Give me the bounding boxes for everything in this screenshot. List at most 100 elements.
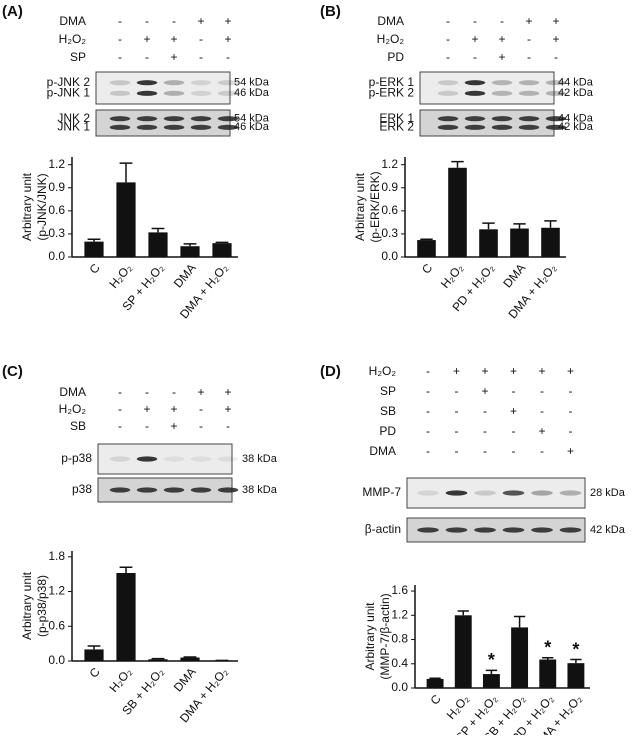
treatment-sign: + <box>510 404 517 418</box>
treatment-sign: - <box>145 419 149 433</box>
x-tick-label: C <box>428 692 445 708</box>
treatment-sign: - <box>455 444 459 458</box>
blot-band <box>136 124 158 130</box>
blot-size: 42 kDa <box>558 87 594 99</box>
blot <box>419 71 555 105</box>
treatment-sign: - <box>540 444 544 458</box>
error-bar <box>485 669 498 675</box>
treatment-sign: - <box>512 444 516 458</box>
blot-label: MMP-7 <box>362 485 401 499</box>
panel: (D) H₂O₂ - + + + + + SP - - + - - - SB - - - + - - PD - - - - + - DMA… <box>320 363 626 740</box>
error-bar <box>420 238 433 241</box>
blot-band <box>464 124 486 130</box>
blot-band <box>136 487 158 493</box>
blot-band <box>190 456 212 462</box>
blot-band <box>190 116 212 122</box>
blot-band <box>531 527 553 533</box>
bar <box>448 167 467 257</box>
x-tick-label: C <box>86 665 103 681</box>
blot-band <box>163 80 185 86</box>
bar <box>567 663 585 688</box>
error-bar <box>570 658 582 664</box>
treatment-sign: + <box>453 364 460 378</box>
treatment-sign: - <box>226 50 230 64</box>
blot-band <box>190 487 212 493</box>
treatment-sign: - <box>426 384 430 398</box>
bar <box>541 227 560 257</box>
blot-band <box>217 456 239 462</box>
bar <box>84 241 104 257</box>
y-tick-label: 0.9 <box>48 180 65 194</box>
bar <box>84 649 104 661</box>
treatment-sign: + <box>498 50 505 64</box>
treatment-sign: - <box>473 50 477 64</box>
treatment-sign: + <box>170 50 177 64</box>
bar <box>212 243 232 257</box>
y-axis-label: Arbitrary unit <box>20 571 34 640</box>
blot-label: ERK 2 <box>379 120 414 134</box>
significance-marker: * <box>572 639 579 659</box>
panel-label: (B) <box>320 3 341 20</box>
x-tick-label: H₂O₂ <box>438 261 467 291</box>
blot-band <box>190 80 212 86</box>
treatment-sign: + <box>538 424 545 438</box>
treatment-name: SB <box>70 419 86 433</box>
x-tick-label: C <box>419 261 436 277</box>
treatment-sign: - <box>527 32 531 46</box>
treatment-sign: - <box>569 384 573 398</box>
treatment-sign: - <box>145 14 149 28</box>
blot-label: p-p38 <box>61 451 92 465</box>
bar <box>180 246 200 257</box>
y-tick-label: 1.2 <box>391 607 408 621</box>
blot-band <box>445 527 468 533</box>
blot-band <box>491 80 513 86</box>
panel: (B) DMA - - - + + H₂O₂ - + + - + PD - - + - - p-ERK 1p-ERK … <box>320 3 594 321</box>
treatment-sign: - <box>145 385 149 399</box>
treatment-sign: - <box>483 444 487 458</box>
error-bar <box>183 243 197 247</box>
treatment-sign: - <box>500 14 504 28</box>
blot-band <box>437 116 459 122</box>
treatment-name: DMA <box>59 385 86 399</box>
blot-band <box>417 527 439 533</box>
treatment-sign: - <box>199 32 203 46</box>
blot-label: p-JNK 1 <box>47 86 91 100</box>
treatment-sign: - <box>483 424 487 438</box>
bar <box>482 674 500 688</box>
bar <box>116 182 136 257</box>
treatment-sign: - <box>172 14 176 28</box>
blot-size: 46 kDa <box>234 87 270 99</box>
treatment-sign: - <box>118 32 122 46</box>
y-tick-label: 1.8 <box>48 549 65 563</box>
treatment-name: H₂O₂ <box>369 364 397 378</box>
treatment-sign: - <box>527 50 531 64</box>
blot-band <box>163 456 185 462</box>
bar <box>510 228 529 257</box>
y-tick-label: 1.2 <box>48 157 65 171</box>
blot-size: 28 kDa <box>590 487 626 499</box>
blot-size: 44 kDa <box>558 113 594 125</box>
significance-marker: * <box>544 637 551 657</box>
error-bar <box>151 227 165 233</box>
treatment-sign: - <box>118 402 122 416</box>
blot-size: 54 kDa <box>234 113 270 125</box>
panel-label: (C) <box>2 363 23 380</box>
blot-band <box>163 487 185 493</box>
treatment-name: DMA <box>59 14 86 28</box>
blot-band <box>217 124 239 130</box>
blot-band <box>109 124 131 130</box>
blot-band <box>163 116 185 122</box>
blot-band <box>136 80 158 86</box>
panel: (A) DMA - - - + + H₂O₂ - + + - + SP - - + - - p-JNK 2p-JNK … <box>2 3 270 321</box>
treatment-sign: - <box>455 384 459 398</box>
treatment-sign: + <box>197 385 204 399</box>
blot-label: p38 <box>72 482 92 496</box>
blot-label: β-actin <box>365 522 401 536</box>
blot-band <box>163 90 185 96</box>
treatment-sign: - <box>145 50 149 64</box>
treatment-sign: - <box>199 402 203 416</box>
bar <box>454 615 472 688</box>
blot-band <box>109 456 131 462</box>
treatment-sign: + <box>510 364 517 378</box>
